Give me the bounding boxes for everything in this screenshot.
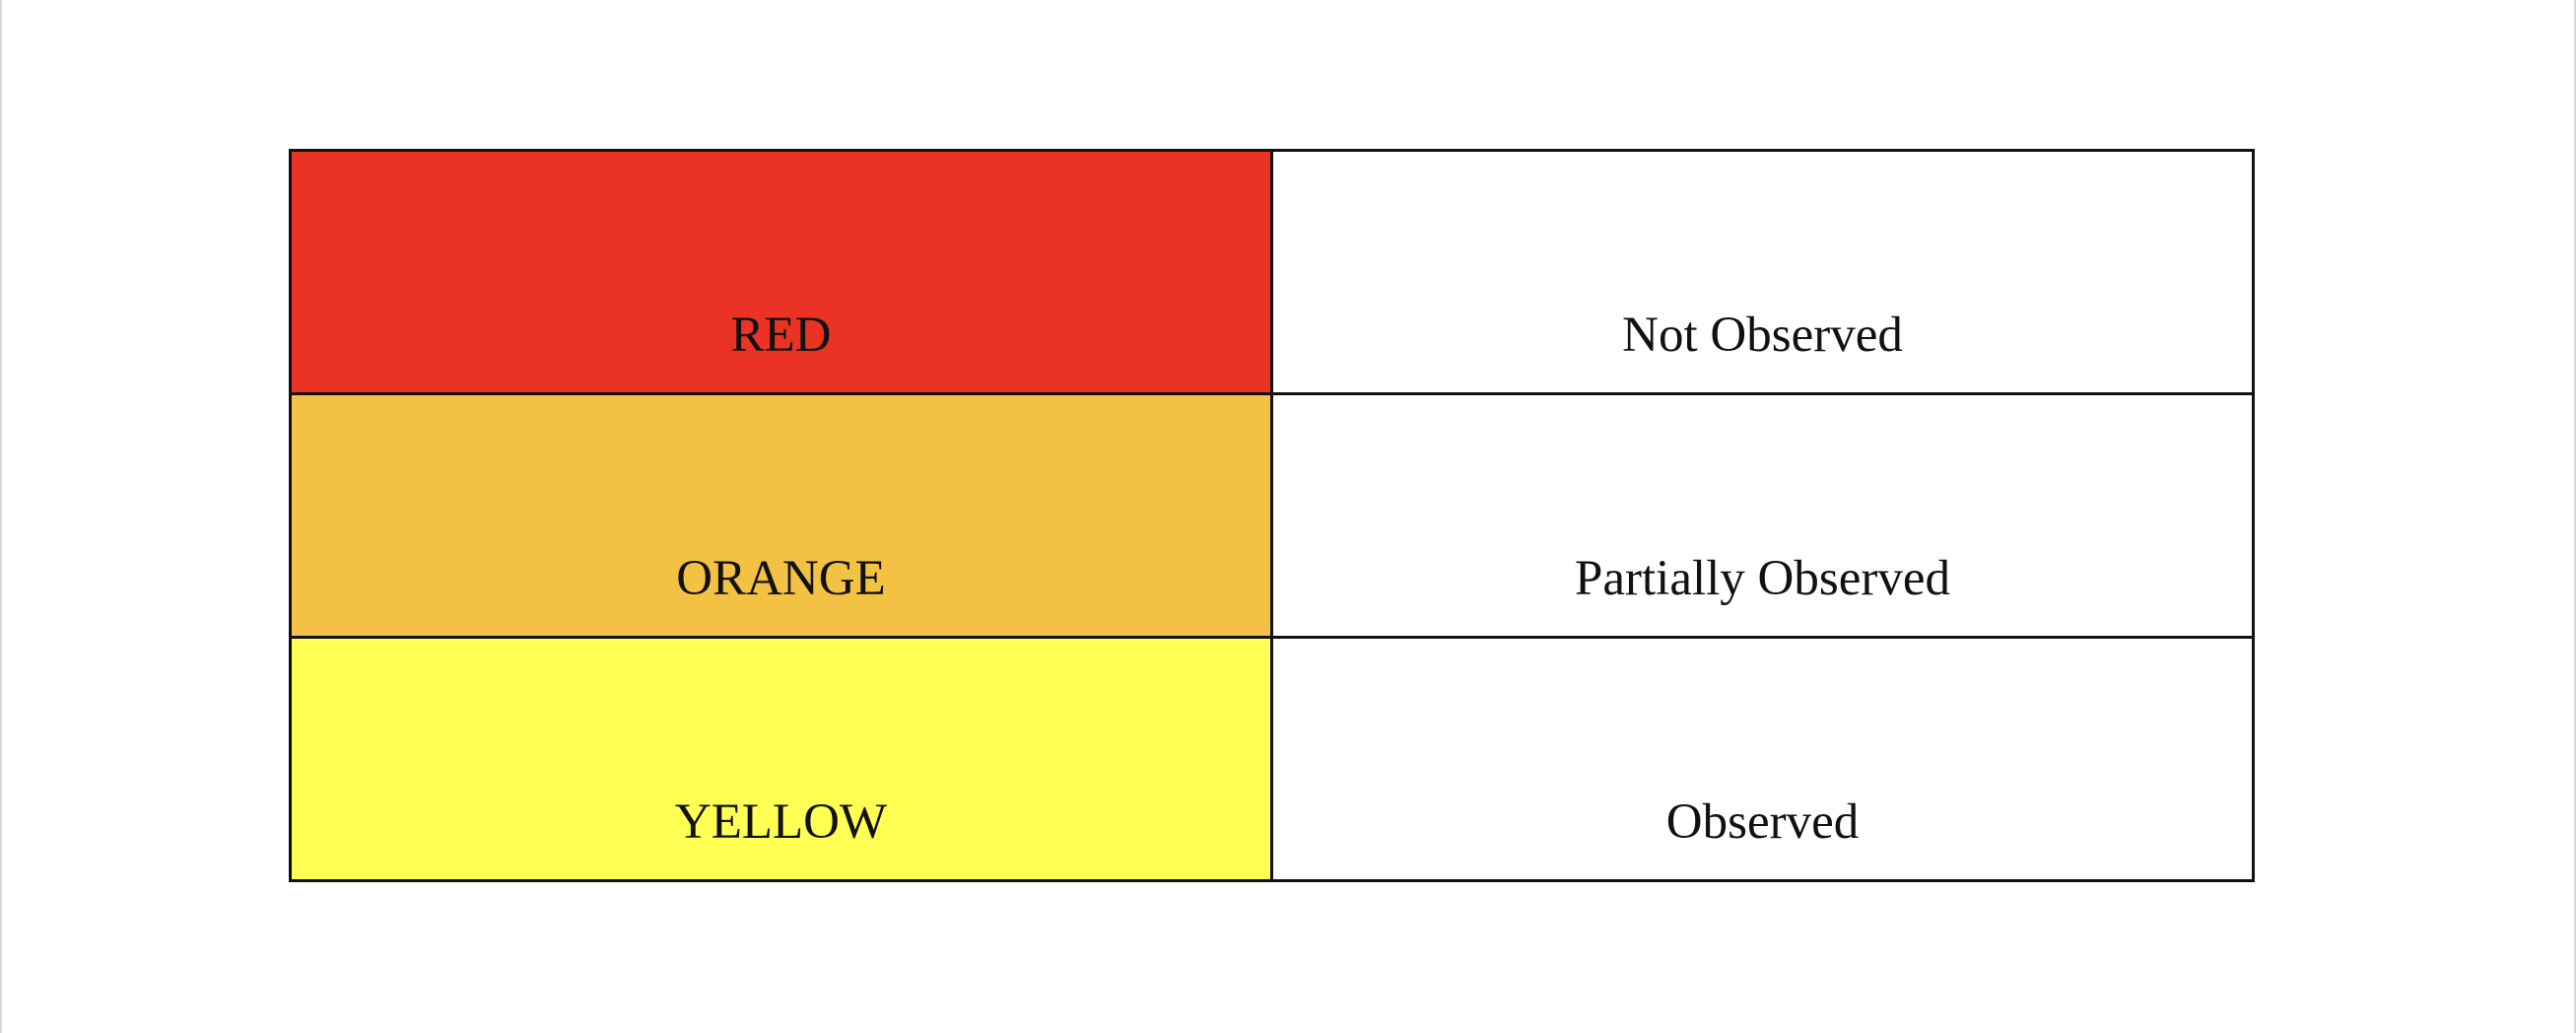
page-left-border [0,0,2,1033]
legend-row-yellow: YELLOW Observed [289,636,2255,882]
color-legend-table: RED Not Observed ORANGE Partially Observ… [289,149,2255,882]
color-swatch-red: RED [289,149,1273,395]
status-not-observed: Not Observed [1270,149,2255,395]
status-partially-observed: Partially Observed [1270,392,2255,639]
legend-row-orange: ORANGE Partially Observed [289,392,2255,639]
status-observed: Observed [1270,636,2255,882]
page-right-border [2574,0,2576,1033]
legend-row-red: RED Not Observed [289,149,2255,395]
color-swatch-yellow: YELLOW [289,636,1273,882]
color-swatch-orange: ORANGE [289,392,1273,639]
